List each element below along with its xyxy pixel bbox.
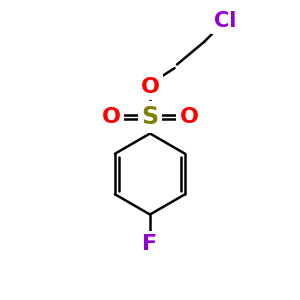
Text: O: O (140, 77, 160, 97)
Text: O: O (101, 107, 121, 127)
Text: Cl: Cl (214, 11, 236, 31)
Text: O: O (179, 107, 199, 127)
Text: F: F (142, 235, 158, 254)
Text: S: S (141, 105, 159, 129)
